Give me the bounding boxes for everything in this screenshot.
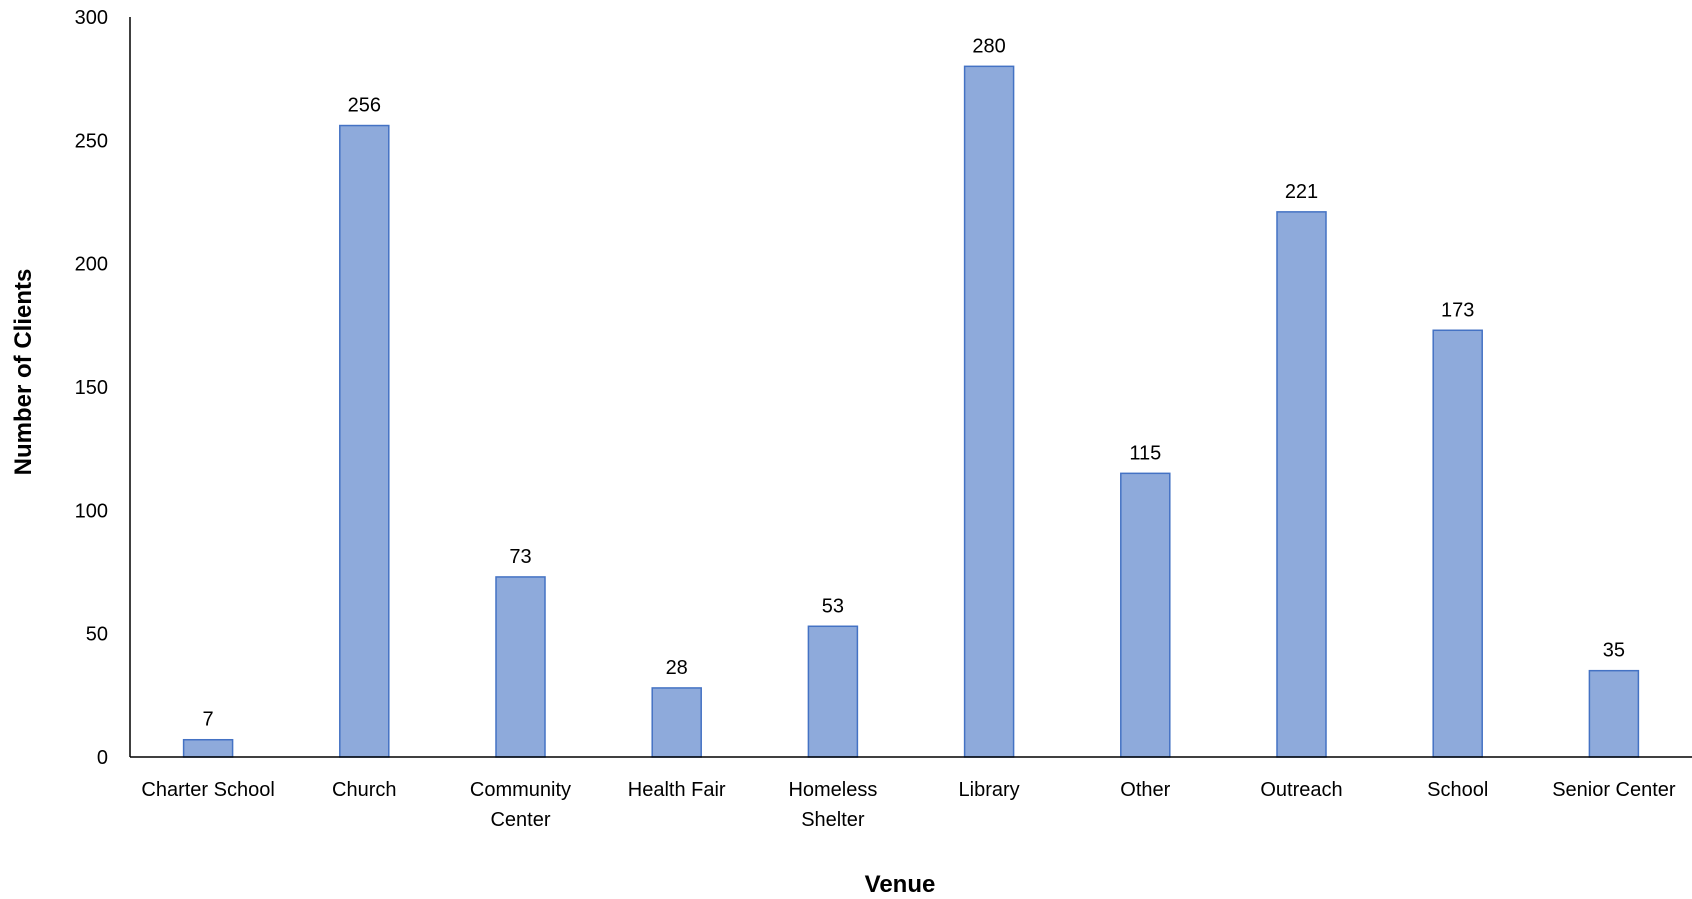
x-category-label: Charter School [141,779,274,801]
y-axis-tick-labels: 0 50 100 150 200 250 300 [75,7,108,769]
bar [495,576,546,758]
bar [1276,211,1327,758]
x-category-label: Health Fair [628,779,726,801]
bar [339,124,390,758]
data-label: 73 [509,546,531,568]
y-tick-label: 300 [75,7,108,29]
bar [1432,329,1483,758]
data-label: 173 [1441,299,1474,321]
data-label: 115 [1129,442,1161,464]
y-tick-label: 50 [86,624,108,646]
x-axis-category-labels: Charter School Church Community Center Healt… [141,779,1676,831]
data-label: 7 [203,709,214,731]
y-tick-label: 200 [75,254,108,276]
x-category-label: Outreach [1260,779,1342,801]
y-tick-label: 250 [75,130,108,152]
bar [1120,472,1171,758]
x-category-label: Shelter [801,809,865,831]
data-labels: 7 256 73 28 53 280 115 221 173 35 [203,35,1625,730]
x-category-label: Other [1120,779,1170,801]
bar [182,738,234,758]
x-category-label: Community [470,779,571,801]
x-category-label: Homeless [788,779,877,801]
bar [651,687,702,758]
x-category-label: School [1427,779,1488,801]
bar [963,65,1015,758]
data-label: 28 [666,657,688,679]
x-category-label: Senior Center [1552,779,1676,801]
data-label: 280 [972,35,1005,57]
data-label: 53 [822,595,844,617]
x-category-label: Church [332,779,396,801]
x-category-label: Center [490,809,550,831]
y-tick-label: 0 [97,747,108,769]
bar [807,625,859,758]
data-label: 35 [1603,640,1625,662]
bar [1588,669,1640,758]
data-label: 256 [348,95,381,117]
y-tick-label: 150 [75,377,108,399]
y-tick-label: 100 [75,500,108,522]
bars [182,65,1640,758]
data-label: 221 [1285,181,1318,203]
x-axis-title: Venue [865,871,936,898]
y-axis-title: Number of Clients [10,269,37,476]
x-category-label: Library [959,779,1020,801]
